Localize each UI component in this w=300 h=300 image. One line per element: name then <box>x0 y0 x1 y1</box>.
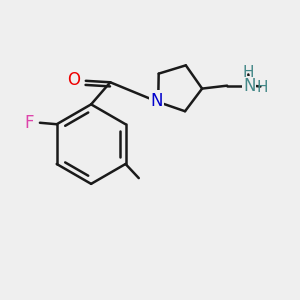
Text: H: H <box>257 80 268 94</box>
Text: O: O <box>68 71 80 89</box>
Text: F: F <box>25 114 34 132</box>
Text: N: N <box>243 76 256 94</box>
Text: N: N <box>151 92 163 110</box>
Text: H: H <box>242 65 254 80</box>
